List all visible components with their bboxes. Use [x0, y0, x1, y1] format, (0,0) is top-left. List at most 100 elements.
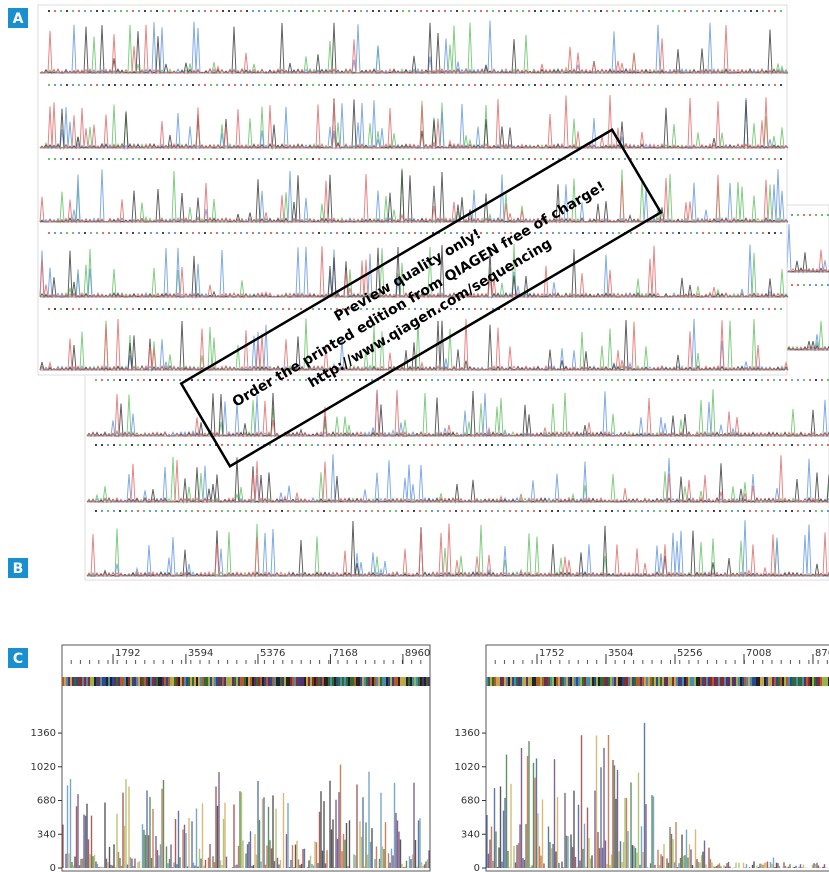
- call-band: [282, 677, 284, 686]
- base-tick: [546, 308, 548, 310]
- base-tick: [744, 308, 746, 310]
- base-tick: [312, 10, 314, 12]
- base-tick: [318, 10, 320, 12]
- base-tick: [156, 10, 158, 12]
- base-tick: [528, 10, 530, 12]
- base-tick: [522, 232, 524, 234]
- call-band: [254, 677, 256, 686]
- call-band: [92, 677, 94, 686]
- call-band: [774, 677, 776, 686]
- call-band: [130, 677, 132, 686]
- base-tick: [222, 232, 224, 234]
- base-tick: [809, 284, 811, 286]
- base-tick: [419, 444, 421, 446]
- base-tick: [372, 10, 374, 12]
- base-tick: [419, 379, 421, 381]
- base-tick: [468, 308, 470, 310]
- base-tick: [738, 158, 740, 160]
- base-tick: [426, 84, 428, 86]
- call-band: [372, 677, 374, 686]
- base-tick: [408, 158, 410, 160]
- call-band: [668, 677, 670, 686]
- call-band: [198, 677, 200, 686]
- base-tick: [384, 158, 386, 160]
- base-tick: [203, 444, 205, 446]
- call-band: [326, 677, 328, 686]
- base-tick: [276, 232, 278, 234]
- base-tick: [192, 232, 194, 234]
- base-tick: [372, 84, 374, 86]
- base-tick: [509, 379, 511, 381]
- call-band: [654, 677, 656, 686]
- base-tick: [768, 308, 770, 310]
- base-tick: [96, 158, 98, 160]
- base-tick: [287, 379, 289, 381]
- base-tick: [743, 379, 745, 381]
- base-tick: [377, 510, 379, 512]
- base-tick: [815, 510, 817, 512]
- base-tick: [540, 10, 542, 12]
- base-tick: [138, 10, 140, 12]
- base-tick: [324, 84, 326, 86]
- call-band: [586, 677, 588, 686]
- base-tick: [234, 158, 236, 160]
- base-tick: [312, 232, 314, 234]
- call-band: [184, 677, 186, 686]
- base-tick: [468, 158, 470, 160]
- base-tick: [300, 10, 302, 12]
- call-band: [630, 677, 632, 686]
- base-tick: [480, 232, 482, 234]
- call-band: [218, 677, 220, 686]
- base-tick: [330, 84, 332, 86]
- base-tick: [509, 510, 511, 512]
- base-tick: [432, 308, 434, 310]
- base-tick: [569, 379, 571, 381]
- call-band: [252, 677, 254, 686]
- base-tick: [341, 379, 343, 381]
- call-band: [362, 677, 364, 686]
- base-tick: [318, 232, 320, 234]
- base-tick: [660, 10, 662, 12]
- base-tick: [168, 158, 170, 160]
- watermark-box: [179, 128, 663, 468]
- base-tick: [239, 379, 241, 381]
- base-tick: [114, 10, 116, 12]
- call-band: [378, 677, 380, 686]
- base-tick: [558, 308, 560, 310]
- base-tick: [780, 84, 782, 86]
- base-tick: [750, 158, 752, 160]
- call-band: [98, 677, 100, 686]
- call-band: [574, 677, 576, 686]
- call-band: [600, 677, 602, 686]
- call-band: [766, 677, 768, 686]
- base-tick: [510, 158, 512, 160]
- trace: [39, 24, 789, 75]
- base-tick: [498, 232, 500, 234]
- base-tick: [768, 10, 770, 12]
- base-tick: [330, 232, 332, 234]
- base-tick: [642, 308, 644, 310]
- base-tick: [557, 444, 559, 446]
- base-tick: [564, 308, 566, 310]
- call-band: [614, 677, 616, 686]
- call-band: [690, 677, 692, 686]
- base-tick: [107, 510, 109, 512]
- call-band: [352, 677, 354, 686]
- base-tick: [558, 84, 560, 86]
- base-tick: [780, 158, 782, 160]
- base-tick: [762, 84, 764, 86]
- base-tick: [714, 308, 716, 310]
- call-band: [576, 677, 578, 686]
- base-tick: [683, 444, 685, 446]
- base-tick: [623, 444, 625, 446]
- call-band: [416, 677, 418, 686]
- base-tick: [534, 158, 536, 160]
- base-tick: [636, 232, 638, 234]
- call-band: [314, 677, 316, 686]
- call-band: [512, 677, 514, 686]
- base-tick: [324, 232, 326, 234]
- base-tick: [288, 10, 290, 12]
- base-tick: [539, 444, 541, 446]
- call-band: [164, 677, 166, 686]
- base-tick: [570, 84, 572, 86]
